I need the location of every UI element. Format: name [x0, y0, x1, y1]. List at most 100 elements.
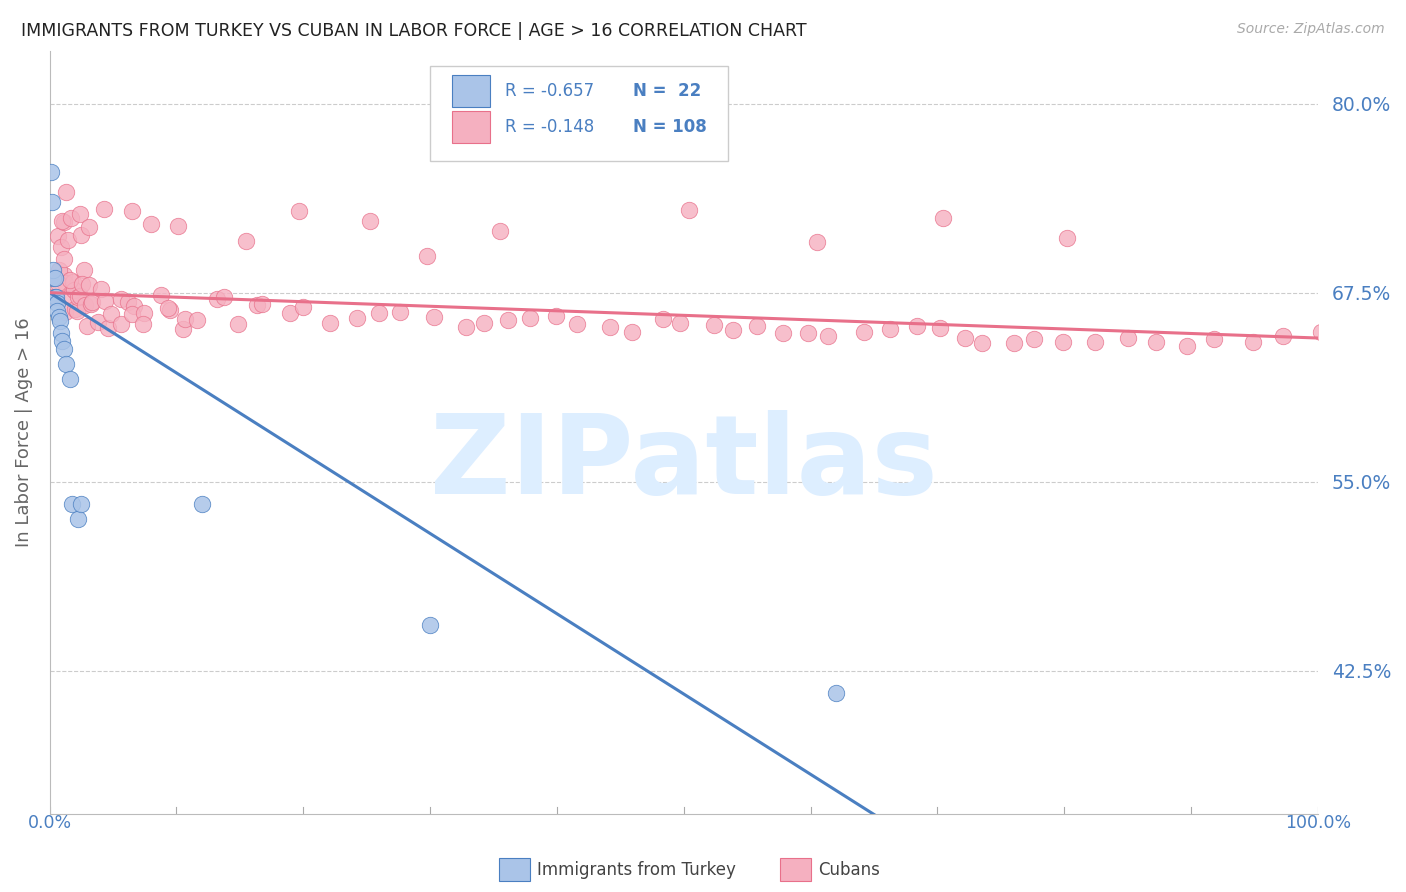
Point: [389, 305, 412, 319]
Point: [70, 497, 93, 511]
Point: [186, 312, 208, 326]
Point: [69, 207, 91, 221]
Point: [65, 303, 87, 318]
Point: [226, 317, 249, 331]
Point: [970, 335, 993, 350]
Text: R = -0.148: R = -0.148: [505, 118, 595, 136]
Point: [51, 334, 73, 348]
Text: IMMIGRANTS FROM TURKEY VS CUBAN IN LABOR FORCE | AGE > 16 CORRELATION CHART: IMMIGRANTS FROM TURKEY VS CUBAN IN LABOR…: [21, 22, 807, 40]
Point: [52, 342, 75, 356]
Point: [235, 234, 257, 248]
Point: [747, 319, 769, 334]
Point: [678, 202, 700, 217]
Point: [77, 277, 100, 292]
Point: [159, 302, 181, 317]
Point: [80, 297, 103, 311]
Point: [79, 220, 101, 235]
Point: [132, 305, 155, 319]
Point: [929, 321, 952, 335]
Point: [905, 318, 928, 333]
Text: ZIPatlas: ZIPatlas: [430, 409, 938, 516]
Point: [45, 290, 67, 304]
Point: [41, 194, 63, 209]
Point: [55, 305, 77, 319]
Point: [368, 306, 391, 320]
Point: [72, 263, 94, 277]
Point: [291, 300, 314, 314]
Point: [53, 277, 76, 291]
Point: [52, 268, 75, 283]
Text: 0.0%: 0.0%: [28, 814, 72, 832]
Point: [69, 289, 91, 303]
Point: [288, 204, 311, 219]
Point: [141, 217, 163, 231]
Point: [58, 273, 80, 287]
Point: [63, 301, 86, 316]
Point: [278, 306, 301, 320]
Point: [93, 202, 115, 216]
Point: [48, 263, 70, 277]
Point: [60, 288, 83, 302]
Point: [1052, 334, 1074, 349]
Point: [42, 270, 65, 285]
Point: [1309, 325, 1331, 339]
Point: [44, 270, 66, 285]
Point: [63, 283, 86, 297]
Point: [246, 297, 269, 311]
Point: [498, 313, 520, 327]
Point: [73, 298, 96, 312]
Point: [817, 329, 839, 343]
Point: [62, 275, 84, 289]
Point: [1084, 335, 1107, 350]
Point: [49, 239, 72, 253]
Point: [173, 312, 195, 326]
Point: [157, 301, 180, 316]
Point: [668, 316, 690, 330]
Point: [110, 292, 132, 306]
Point: [76, 319, 98, 334]
Point: [56, 233, 79, 247]
Point: [86, 316, 108, 330]
Point: [41, 290, 63, 304]
Point: [1056, 231, 1078, 245]
Point: [1204, 332, 1226, 346]
Point: [55, 357, 77, 371]
Point: [67, 290, 90, 304]
Point: [166, 219, 188, 234]
Point: [48, 310, 70, 324]
Point: [90, 282, 112, 296]
Point: [191, 497, 214, 511]
Point: [519, 311, 541, 326]
Point: [359, 214, 381, 228]
Point: [55, 186, 77, 200]
Point: [60, 211, 83, 226]
Point: [70, 277, 93, 292]
Point: [1116, 331, 1139, 345]
Text: Immigrants from Turkey: Immigrants from Turkey: [537, 861, 735, 879]
Point: [82, 294, 104, 309]
Text: Source: ZipAtlas.com: Source: ZipAtlas.com: [1237, 22, 1385, 37]
Point: [879, 321, 901, 335]
Point: [121, 204, 143, 219]
Point: [723, 323, 745, 337]
Point: [953, 331, 976, 345]
FancyBboxPatch shape: [451, 75, 489, 107]
Point: [52, 215, 75, 229]
Point: [621, 325, 644, 339]
Point: [544, 310, 567, 324]
Point: [97, 321, 120, 335]
Point: [59, 372, 82, 386]
FancyBboxPatch shape: [451, 111, 489, 143]
Point: [70, 228, 93, 243]
Point: [149, 288, 172, 302]
Point: [825, 686, 848, 700]
Point: [772, 326, 794, 340]
Point: [1243, 335, 1265, 350]
Text: 100.0%: 100.0%: [1285, 814, 1351, 832]
Point: [416, 249, 439, 263]
Text: N =  22: N = 22: [633, 82, 702, 100]
Point: [346, 310, 368, 325]
Point: [48, 276, 70, 290]
Point: [1272, 328, 1295, 343]
Point: [110, 317, 132, 331]
